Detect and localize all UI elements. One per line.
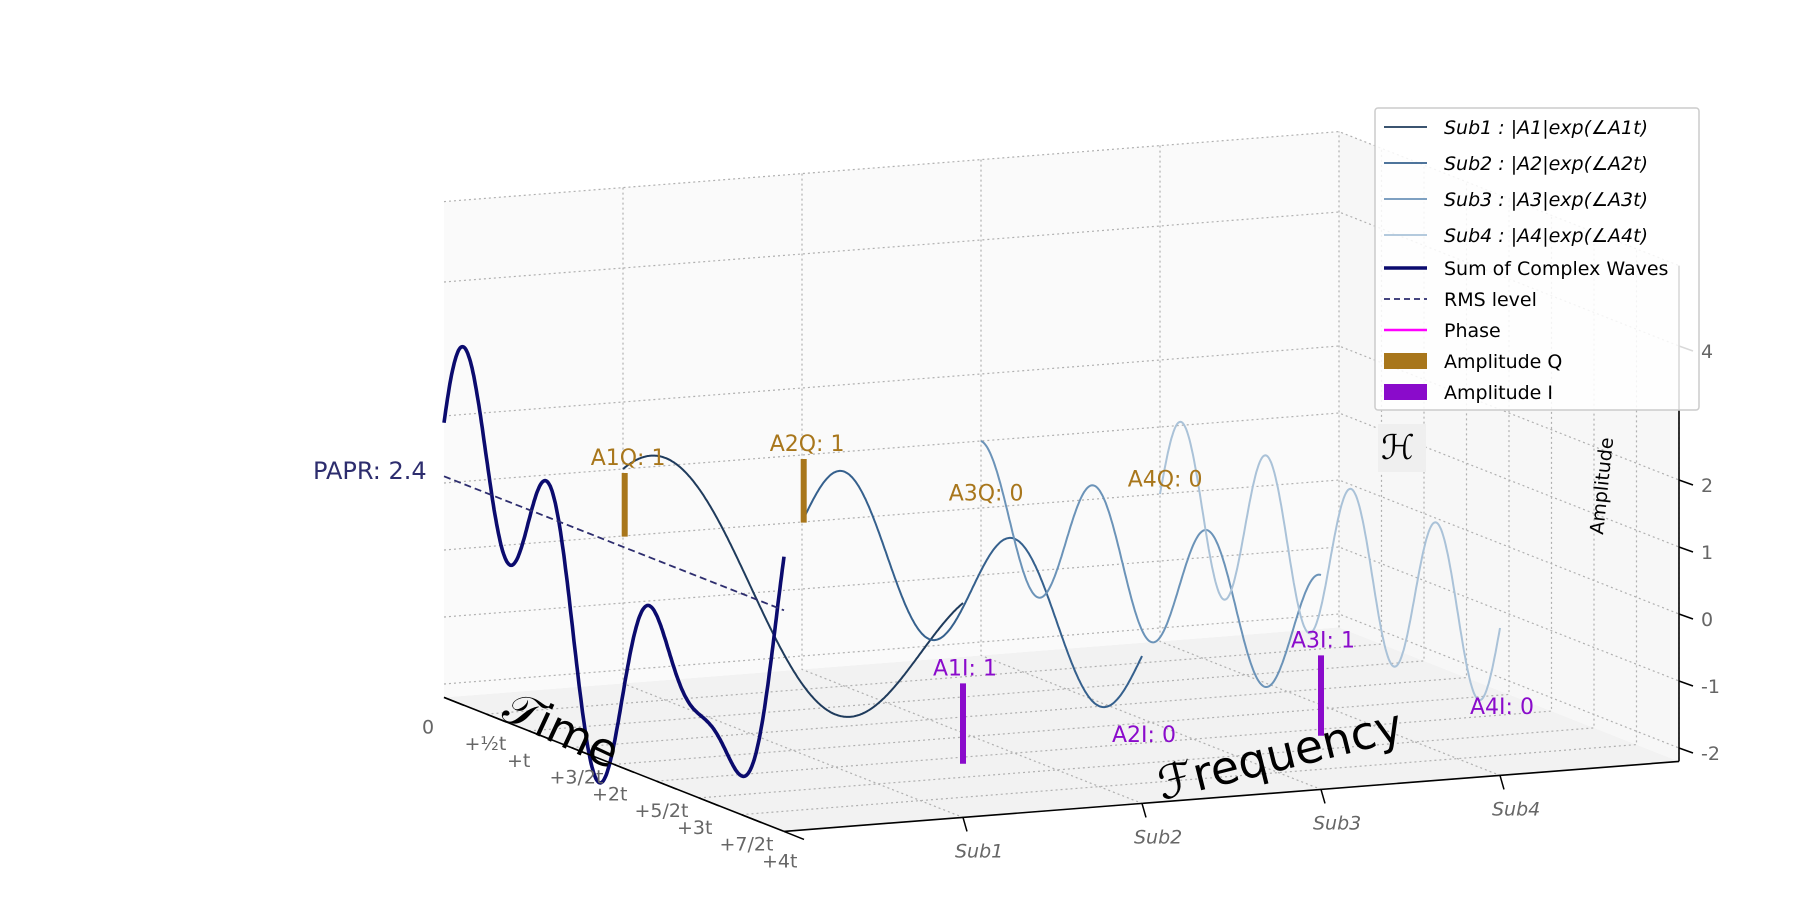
amplitude-tick — [1678, 747, 1694, 754]
grid-line-amplitude — [443, 412, 1680, 548]
amplitude-q-label: A3Q: 0 — [949, 482, 1024, 507]
wave-sub-4 — [1159, 420, 1501, 702]
papr-label: PAPR: 2.4 — [313, 457, 427, 485]
legend-label: Phase — [1444, 320, 1501, 342]
amplitude-tick — [1678, 479, 1694, 486]
legend-label: Sub1 : |A1|exp(∠A1t) — [1444, 117, 1648, 139]
frequency-tick — [1141, 803, 1147, 818]
wave-sub-1 — [622, 454, 964, 718]
time-tick — [486, 713, 507, 723]
amplitude-q-label: A2Q: 1 — [770, 432, 845, 457]
legend-box — [1374, 107, 1700, 411]
rms-line — [443, 475, 785, 612]
frequency-tick — [1320, 789, 1326, 804]
wave-sub-2 — [801, 469, 1143, 709]
time-tick — [528, 730, 550, 740]
legend-label: Sub4 : |A4|exp(∠A4t) — [1444, 225, 1648, 247]
grid-line-frequency — [1159, 145, 1501, 776]
grid-line-frequency — [801, 173, 1143, 804]
legend-label: RMS level — [1444, 289, 1537, 311]
time-tick — [443, 696, 465, 707]
legend-swatch — [1384, 353, 1427, 369]
time-tick-label: +t — [507, 750, 530, 772]
legend-label: Sum of Complex Waves — [1444, 258, 1668, 280]
time-tick — [613, 763, 635, 774]
time-tick-label: 0 — [422, 716, 434, 738]
legend-swatch — [1384, 384, 1427, 400]
frequency-tick-label: Sub1 — [955, 840, 1003, 862]
time-tick-label: +5/2t — [635, 800, 689, 822]
time-tick-label: +2t — [592, 783, 627, 805]
time-tick-label: +3/2t — [550, 767, 604, 789]
time-tick-label: +3t — [677, 817, 712, 839]
grid-line-amplitude — [443, 345, 1680, 481]
wave-sum — [442, 344, 786, 785]
legend-items: Sub1 : |A1|exp(∠A1t) Sub2 : |A2|exp(∠A2t)… — [1384, 117, 1668, 404]
frequency-tick-label: Sub2 — [1134, 826, 1182, 848]
amplitude-tick-label: 1 — [1701, 542, 1713, 564]
amplitude-q-label: A4Q: 0 — [1128, 468, 1203, 493]
label-layer: A1Q: 1 A2Q: 1 A3Q: 0 A4Q: 0 A1I: 1 A2I: 0 A3I:… — [591, 432, 1534, 748]
amplitude-tick — [1678, 680, 1694, 687]
time-tick — [656, 780, 677, 790]
time-tick-label: +½t — [465, 733, 507, 755]
time-tick-label: +4t — [762, 850, 797, 872]
grid-line-frequency — [980, 159, 1322, 790]
floor-pane — [444, 627, 1679, 832]
frequency-tick-label: Sub4 — [1492, 798, 1540, 820]
amplitude-q-label: A1Q: 1 — [591, 446, 666, 471]
time-tick-label: +7/2t — [720, 834, 774, 856]
time-tick — [741, 813, 762, 824]
amplitude-tick-label: -1 — [1701, 676, 1720, 698]
amplitude-tick-label: 2 — [1701, 475, 1713, 497]
wave-layer — [442, 344, 1501, 785]
frequency-tick-label: Sub3 — [1313, 812, 1361, 834]
amplitude-tick-label: 0 — [1701, 609, 1713, 631]
axes-layer: 0 +½t+t +3/2t+2t +5/2t+3t +7/2t+4t Sub1 Sub2 Su… — [422, 265, 1720, 872]
grid-line-amplitude — [443, 479, 1680, 615]
amplitude-tick-label: -2 — [1701, 743, 1720, 765]
wave-sub-3 — [980, 440, 1322, 688]
back-wall-time — [444, 131, 1339, 698]
corner-glyph: ℋ — [1381, 428, 1415, 468]
amplitude-tick — [1678, 546, 1694, 553]
time-tick — [783, 830, 805, 841]
amplitude-i-label: A2I: 0 — [1112, 723, 1176, 748]
legend-label: Amplitude Q — [1444, 351, 1562, 373]
grid-line-amplitude — [443, 613, 1680, 749]
amplitude-i-label: A3I: 1 — [1291, 628, 1355, 653]
amplitude-tick-label: 4 — [1701, 341, 1713, 363]
frequency-tick — [962, 817, 968, 832]
amplitude-i-label: A4I: 0 — [1470, 695, 1534, 720]
frequency-tick — [1499, 775, 1505, 790]
legend: Sub1 : |A1|exp(∠A1t) Sub2 : |A2|exp(∠A2t)… — [1374, 107, 1700, 411]
legend-label: Sub2 : |A2|exp(∠A2t) — [1444, 153, 1648, 175]
time-tick — [571, 746, 592, 757]
corner-glyph-box — [1378, 424, 1426, 472]
grid-line-amplitude — [443, 546, 1680, 682]
time-tick — [698, 797, 720, 807]
frequency-axis-line — [783, 760, 1680, 833]
legend-label: Amplitude I — [1444, 382, 1553, 404]
legend-label: Sub3 : |A3|exp(∠A3t) — [1444, 189, 1648, 211]
amplitude-tick — [1678, 613, 1694, 620]
amplitude-bars — [621, 459, 1324, 764]
amplitude-i-label: A1I: 1 — [933, 656, 997, 681]
